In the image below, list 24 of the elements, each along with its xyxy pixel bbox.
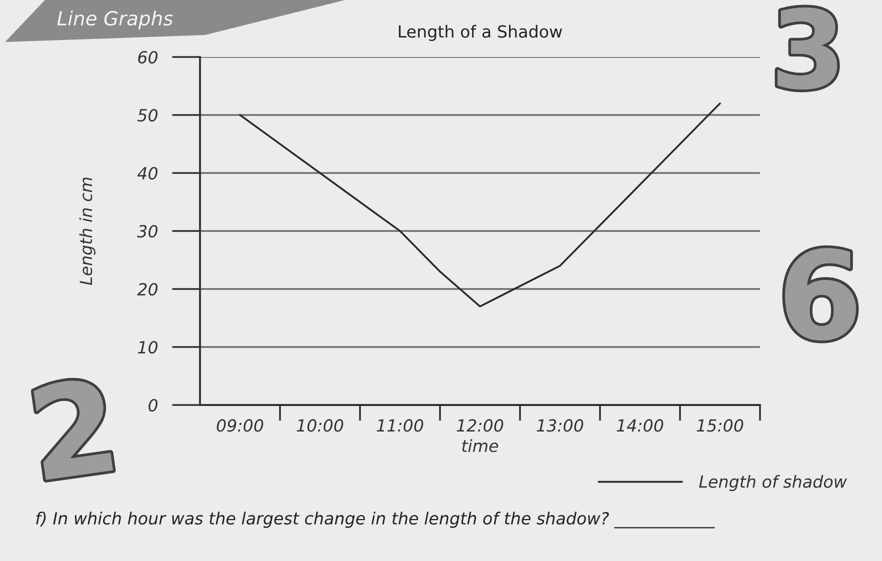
text: 3 (778, 7, 838, 90)
x-axis-title: time (462, 439, 498, 452)
y-tick-label: 50 (137, 108, 158, 122)
x-tick-label: 13:00 (536, 419, 584, 432)
line-series (239, 102, 721, 308)
text: f) In which hour was the largest change in the length of the shadow? ____________ (36, 512, 715, 528)
x-tick-label: 10:00 (296, 419, 344, 432)
y-tick-label: 0 (148, 398, 158, 412)
y-tick-label: 10 (138, 340, 158, 354)
x-tick-label: 09:00 (216, 419, 264, 432)
y-tick-label: 20 (137, 282, 158, 296)
text: 6 (785, 248, 856, 340)
chart-title: Length of a Shadow (398, 24, 562, 42)
y-tick-label: 60 (138, 50, 158, 64)
y-tick-label: 30 (137, 224, 158, 238)
x-tick-label: 15:00 (696, 419, 744, 432)
text: 2 (32, 376, 113, 480)
text: Line Graphs (57, 10, 173, 30)
y-tick-label: 40 (137, 166, 158, 180)
text: Length of shadow (699, 475, 848, 492)
x-tick-label: 14:00 (616, 419, 664, 432)
x-tick-label: 11:00 (376, 419, 424, 432)
y-axis-title: Length in cm (79, 178, 96, 286)
x-tick-label: 12:00 (456, 419, 504, 432)
